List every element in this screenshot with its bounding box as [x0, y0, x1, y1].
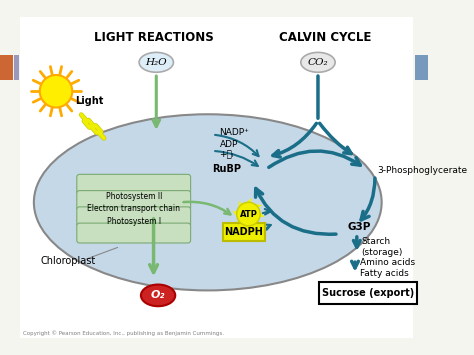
Polygon shape: [238, 201, 248, 214]
FancyBboxPatch shape: [77, 207, 191, 227]
Circle shape: [237, 202, 260, 226]
Polygon shape: [248, 204, 262, 214]
Text: RuBP: RuBP: [212, 164, 241, 174]
Polygon shape: [247, 198, 252, 214]
FancyBboxPatch shape: [77, 191, 191, 211]
Circle shape: [40, 75, 72, 108]
Polygon shape: [235, 214, 248, 224]
Text: ADP: ADP: [219, 140, 238, 149]
FancyBboxPatch shape: [319, 282, 417, 304]
Text: Sucrose (export): Sucrose (export): [321, 288, 414, 298]
FancyBboxPatch shape: [77, 174, 191, 194]
Ellipse shape: [141, 285, 175, 306]
Bar: [0, 55, 13, 80]
Polygon shape: [248, 214, 258, 228]
Text: Light: Light: [75, 96, 103, 106]
Text: CO₂: CO₂: [308, 58, 328, 67]
Text: Chloroplast: Chloroplast: [40, 256, 95, 266]
FancyBboxPatch shape: [77, 223, 191, 243]
Ellipse shape: [139, 53, 173, 72]
Polygon shape: [248, 213, 264, 217]
Text: NADPH: NADPH: [225, 227, 264, 237]
Text: Copyright © Pearson Education, Inc., publishing as Benjamin Cummings.: Copyright © Pearson Education, Inc., pub…: [23, 331, 224, 336]
Text: 3-Phosphoglycerate: 3-Phosphoglycerate: [378, 166, 468, 175]
Bar: [415, 55, 428, 80]
Text: CALVIN CYCLE: CALVIN CYCLE: [279, 31, 372, 44]
Text: Amino acids
Fatty acids: Amino acids Fatty acids: [359, 258, 415, 278]
Text: H₂O: H₂O: [146, 58, 167, 67]
Text: LIGHT REACTIONS: LIGHT REACTIONS: [94, 31, 213, 44]
Text: NADP⁺: NADP⁺: [219, 128, 249, 137]
Ellipse shape: [301, 53, 335, 72]
Text: O₂: O₂: [151, 290, 165, 300]
Text: Photosystem II
Electron transport chain
Photosystem I: Photosystem II Electron transport chain …: [87, 192, 180, 226]
Polygon shape: [232, 211, 248, 215]
Text: G3P: G3P: [348, 222, 371, 232]
Polygon shape: [245, 214, 250, 230]
Text: ATP: ATP: [239, 209, 257, 219]
Text: Starch
(storage): Starch (storage): [361, 236, 403, 257]
Ellipse shape: [34, 114, 382, 290]
FancyBboxPatch shape: [223, 223, 264, 241]
Text: +Ⓙᵢ: +Ⓙᵢ: [219, 150, 234, 159]
Bar: [14, 55, 19, 80]
